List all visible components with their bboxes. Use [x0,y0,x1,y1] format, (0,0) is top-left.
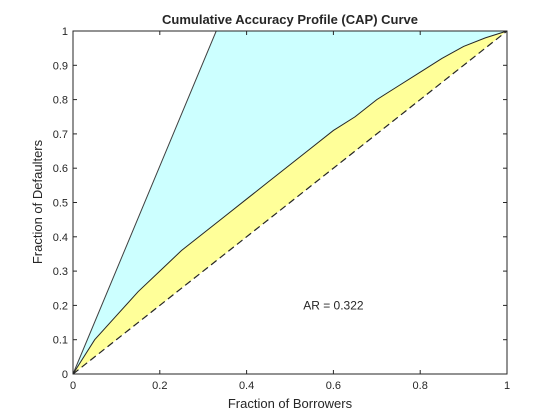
y-tick-label: 0.8 [53,95,68,107]
x-tick-label: 0.6 [326,380,341,392]
model-cap-line [72,30,508,375]
y-tick-label: 1 [62,26,68,38]
random-model-line [72,30,508,375]
y-axis: 0 0.1 0.2 0.3 0.4 0.5 0.6 0.7 0.8 0.9 1 [53,26,507,381]
y-tick-label: 0.9 [53,60,68,72]
y-tick-label: 0.3 [53,266,68,278]
y-tick-label: 0.5 [53,198,68,210]
y-tick-label: 0.7 [53,129,68,141]
x-tick-label: 0.2 [152,380,167,392]
x-tick-label: 0.8 [413,380,428,392]
y-tick-label: 0.2 [53,300,68,312]
chart-title: Cumulative Accuracy Profile (CAP) Curve [162,12,418,27]
x-axis: 0 0.2 0.4 0.6 0.8 1 [70,31,510,392]
y-tick-label: 0.4 [53,232,68,244]
x-axis-label: Fraction of Borrowers [228,396,353,411]
y-tick-label: 0 [62,369,68,381]
plot-area [72,30,508,375]
y-axis-label: Fraction of Defaulters [30,139,45,264]
x-tick-label: 0 [70,380,76,392]
perfect-model-area [73,31,507,374]
x-tick-label: 1 [504,380,510,392]
y-tick-label: 0.1 [53,335,68,347]
x-tick-label: 0.4 [239,380,254,392]
accuracy-ratio-annotation: AR = 0.322 [303,298,364,312]
y-tick-label: 0.6 [53,163,68,175]
